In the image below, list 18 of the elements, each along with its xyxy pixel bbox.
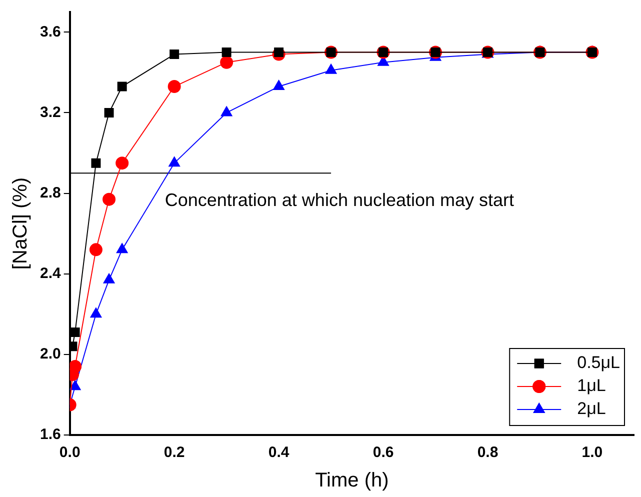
- y-tick-label: 2.4: [40, 265, 62, 282]
- y-tick-label: 2.8: [40, 184, 61, 202]
- x-axis-title: Time (h): [315, 470, 389, 492]
- x-tick-label: 0.4: [268, 444, 290, 462]
- x-tick-label: 0.8: [477, 444, 498, 462]
- y-tick-label: 2.0: [40, 346, 61, 363]
- x-tick-label: 0.0: [59, 444, 80, 462]
- y-tick-label: 3.6: [40, 23, 61, 40]
- x-tick-label: 0.2: [164, 444, 185, 462]
- x-tick-label: 1.0: [582, 444, 603, 462]
- legend-label: 2μL: [577, 399, 606, 418]
- y-tick-label: 1.6: [40, 426, 61, 444]
- legend-label: 0.5μL: [577, 353, 620, 372]
- x-tick-label: 0.6: [372, 444, 394, 462]
- y-axis-title: [NaCl] (%): [10, 177, 32, 270]
- y-tick-label: 3.2: [40, 104, 61, 121]
- legend-label: 1μL: [577, 376, 606, 396]
- annotation: Concentration at which nucleation may start: [164, 190, 514, 210]
